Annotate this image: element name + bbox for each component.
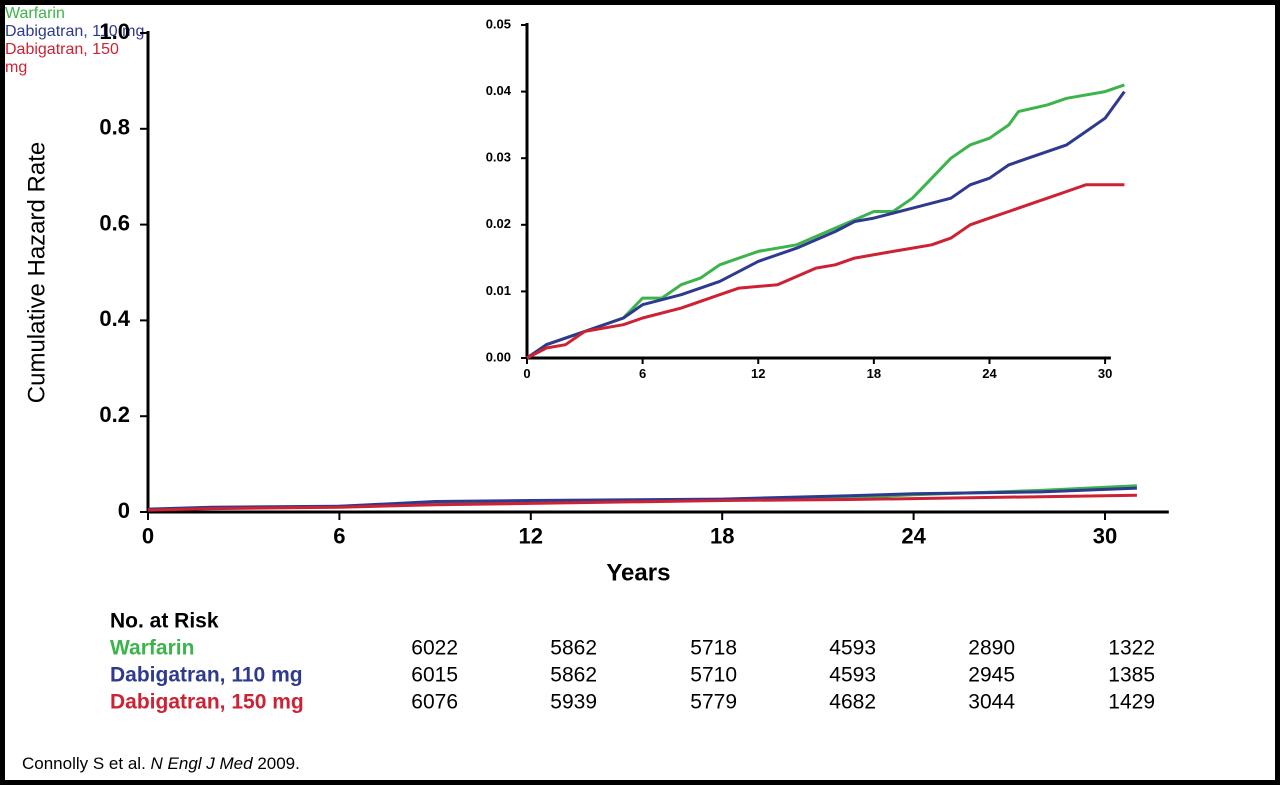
x-tick-label: 24: [982, 366, 997, 381]
risk-value: 6076: [411, 691, 458, 714]
risk-value: 5718: [690, 637, 737, 660]
x-tick-label: 30: [1098, 366, 1112, 381]
risk-value: 5939: [550, 691, 597, 714]
x-tick-label: 6: [333, 523, 345, 548]
x-tick-label: 0: [523, 366, 530, 381]
series-line: [526, 83, 1125, 360]
x-axis-label: Years: [606, 559, 670, 586]
y-tick-label: 0.04: [486, 83, 512, 98]
authors: Connolly S et al.: [22, 754, 146, 773]
risk-value: 4593: [829, 664, 876, 687]
risk-value: 3044: [968, 691, 1015, 714]
risk-value: 6015: [411, 664, 458, 687]
series-label: Warfarin: [5, 5, 65, 22]
risk-value: 2890: [968, 637, 1015, 660]
x-tick-label: 30: [1093, 523, 1117, 548]
risk-value: 4593: [829, 637, 876, 660]
x-tick-label: 18: [710, 523, 734, 548]
series-label: Dabigatran, 150 mg: [5, 41, 119, 76]
x-tick-label: 12: [519, 523, 543, 548]
x-tick-label: 6: [639, 366, 646, 381]
x-tick-label: 0: [142, 523, 154, 548]
risk-value: 5779: [690, 691, 737, 714]
series-line: [526, 90, 1126, 360]
y-tick-label: 0.00: [486, 349, 511, 364]
year: 2009.: [257, 754, 300, 773]
risk-value: 5862: [550, 664, 597, 687]
y-tick-label: 0.02: [486, 216, 511, 231]
risk-value: 5862: [550, 637, 597, 660]
risk-value: 4682: [829, 691, 876, 714]
y-tick-label: 0.03: [486, 150, 511, 165]
risk-row-name: Dabigatran, 150 mg: [110, 691, 304, 714]
risk-row-name: Dabigatran, 110 mg: [110, 664, 303, 687]
y-tick-label: 0.8: [99, 115, 130, 140]
y-tick-label: 0.01: [486, 283, 511, 298]
y-axis-label: Cumulative Hazard Rate: [23, 142, 50, 403]
risk-value: 1322: [1108, 637, 1155, 660]
x-tick-label: 18: [867, 366, 881, 381]
series-line: [526, 183, 1125, 360]
y-tick-label: 0.2: [99, 402, 130, 427]
risk-value: 6022: [411, 637, 458, 660]
series-line: [147, 493, 1137, 512]
risk-value: 1385: [1108, 664, 1155, 687]
series-label: Dabigatran, 110 mg: [5, 23, 145, 40]
y-tick-label: 0.05: [486, 16, 511, 31]
risk-row-name: Warfarin: [110, 637, 194, 660]
risk-value: 2945: [968, 664, 1015, 687]
risk-value: 1429: [1108, 691, 1155, 714]
risk-value: 5710: [690, 664, 737, 687]
y-tick-label: 0: [118, 498, 130, 523]
source: Connolly S et al. N Engl J Med 2009.: [22, 754, 300, 774]
y-tick-label: 0.6: [99, 210, 130, 235]
y-tick-label: 0.4: [99, 306, 130, 331]
y-tick-label: 1.0: [99, 19, 130, 44]
risk-table-title: No. at Risk: [110, 610, 219, 633]
journal: N Engl J Med: [150, 754, 253, 773]
x-tick-label: 12: [751, 366, 765, 381]
x-tick-label: 24: [901, 523, 926, 548]
